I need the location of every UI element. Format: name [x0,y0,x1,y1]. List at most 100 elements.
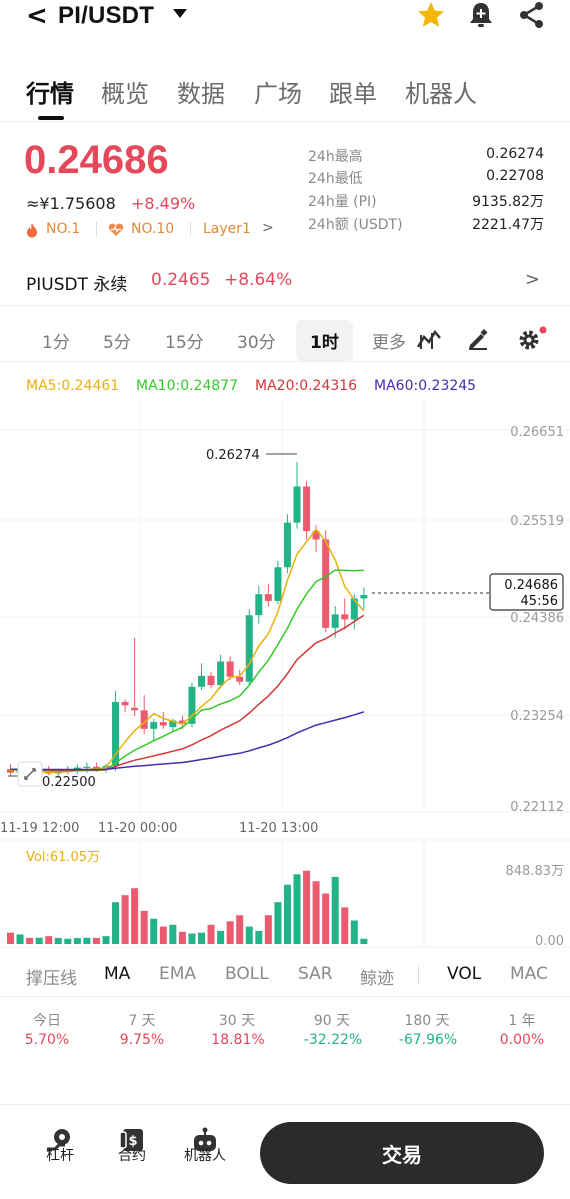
chevron-right-icon[interactable]: > [262,220,274,236]
volume-bar [322,893,330,944]
indicator-ma[interactable]: MA [104,964,131,984]
tab-data[interactable]: 数据 [177,80,225,108]
volume-bar [303,870,311,944]
indicator-sar[interactable]: SAR [298,964,333,984]
tab-overview[interactable]: 概览 [101,80,149,108]
candle-body [312,531,320,540]
perf-value-today: 5.70% [24,1032,70,1048]
ma20-line [10,614,365,771]
badge-divider [96,222,97,236]
volume-bar [131,888,139,944]
volume-bar [140,910,148,944]
tab-copy-trade[interactable]: 跟单 [329,80,377,108]
interval-1h[interactable]: 1时 [296,320,353,361]
top-bar: < PI/USDT [0,0,570,32]
price-axis-tick: 0.22112 [510,800,564,815]
svg-text:$: $ [128,1134,137,1149]
tab-bot[interactable]: 机器人 [405,80,477,108]
interval-30m[interactable]: 30分 [237,333,276,353]
ma10-label: MA10:0.24877 [136,378,239,394]
indicator-whale[interactable]: 鲸迹 [360,969,394,989]
bot-label[interactable]: 机器人 [184,1148,226,1164]
volume-bar [102,936,110,944]
stat-value-low: 0.22708 [486,168,544,184]
margin-label[interactable]: 杠杆 [46,1148,74,1164]
candle-body [331,614,339,628]
candle-body [198,675,205,687]
time-axis-tick: 11-20 13:00 [239,821,318,836]
indicator-chart-icon[interactable] [416,327,442,351]
volume-bar [255,930,263,944]
perf-period-90d: 90 天 [313,1013,351,1029]
contract-button[interactable]: $ [102,1127,162,1157]
volume-bar [226,921,234,944]
tab-market[interactable]: 行情 [26,80,74,108]
volume-bar [121,895,129,944]
star-icon[interactable] [416,0,446,30]
volume-bar [35,937,43,944]
volume-bar [83,937,91,944]
perf-value-1y: 0.00% [499,1032,545,1048]
indicator-ema[interactable]: EMA [159,964,197,984]
volume-bar [7,932,14,944]
rank-badge-sector[interactable]: NO.10 [131,221,175,237]
ma20-label: MA20:0.24316 [255,378,358,394]
badge-divider [190,222,191,236]
perpetual-row[interactable]: PIUSDT 永续 0.2465 +8.64% > [0,260,570,306]
candle-body [7,769,14,773]
perf-value-180d: -67.96% [398,1032,458,1048]
interval-5m[interactable]: 5分 [103,333,131,353]
bot-button[interactable] [175,1127,235,1157]
perf-value-90d: -32.22% [303,1032,363,1048]
pair-title[interactable]: PI/USDT [58,2,155,29]
volume-bar [360,938,368,944]
stat-label-low: 24h最低 [308,171,363,187]
volume-bar [198,932,205,944]
perp-change: +8.64% [224,270,293,290]
expand-icon[interactable] [17,761,43,787]
volume-bar [207,924,215,944]
chevron-down-icon[interactable] [173,9,187,18]
volume-axis-max: 848.83万 [506,864,565,879]
candle-body [169,720,177,728]
interval-more[interactable]: 更多 [372,333,406,353]
bell-plus-icon[interactable] [466,0,496,30]
candle-body [255,594,263,616]
indicator-macd[interactable]: MAC [510,964,548,984]
draw-pen-icon[interactable] [466,327,490,351]
candlestick-chart[interactable]: 0.26651 0.25519 0.24386 0.23254 0.22112 … [0,400,570,960]
margin-button[interactable] [30,1127,90,1157]
fire-icon [27,223,37,238]
settings-gear-icon[interactable] [517,326,549,352]
contract-label[interactable]: 合约 [118,1148,146,1164]
back-icon[interactable]: < [26,1,48,31]
contract-icon: $ [119,1129,143,1151]
share-icon[interactable] [517,0,547,30]
perf-period-today: 今日 [33,1013,61,1029]
change-percent: +8.49% [131,194,196,213]
indicator-boll[interactable]: BOLL [225,964,269,984]
rank-badge-hot[interactable]: NO.1 [46,221,81,237]
candle-body [322,539,330,628]
interval-1m[interactable]: 1分 [42,333,70,353]
candles-group [7,462,368,780]
bottom-action-bar: 杠杆 $ 合约 机器人 交易 [0,1104,570,1199]
ma60-line [10,711,365,771]
candle-body [360,595,368,599]
indicator-support-resistance[interactable]: 撑压线 [26,969,77,989]
chevron-right-icon[interactable]: > [524,269,540,290]
perf-period-7d: 7 天 [128,1013,156,1029]
volume-bar [217,930,225,944]
trade-button[interactable]: 交易 [260,1122,544,1184]
indicator-divider [418,966,419,984]
tab-square[interactable]: 广场 [254,80,302,108]
candle-body [350,598,358,620]
sector-tag[interactable]: Layer1 [203,221,251,237]
volume-bar [178,931,186,944]
interval-15m[interactable]: 15分 [165,333,204,353]
indicator-vol[interactable]: VOL [447,964,482,984]
perp-price: 0.2465 [151,270,211,290]
stat-value-volume: 9135.82万 [472,194,544,210]
volume-bar [350,920,358,944]
candle-body [150,722,158,729]
